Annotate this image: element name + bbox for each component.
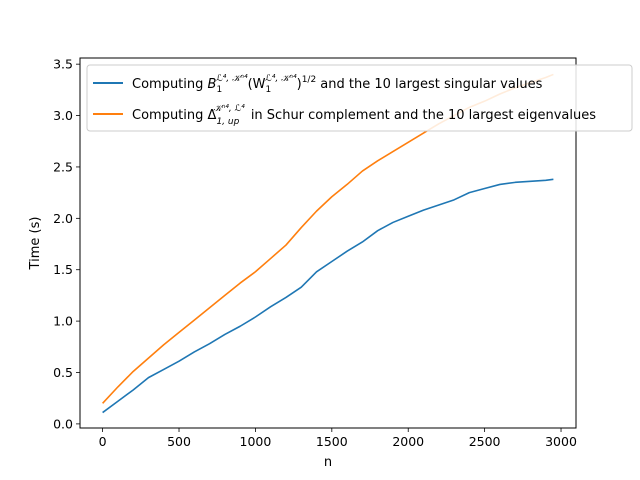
legend: Computing B1ℒ⁴, 𝒦ⁿ⁴(W1ℒ⁴, 𝒦ⁿ⁴)1/2 and th… bbox=[86, 64, 633, 132]
legend-box bbox=[86, 64, 633, 132]
x-tick-label: 2000 bbox=[392, 434, 424, 449]
y-tick-label: 0.5 bbox=[53, 365, 73, 380]
x-axis-ticks: 0 500 1000 1500 2000 2500 3000 bbox=[99, 428, 577, 449]
series-line-blue bbox=[102, 178, 554, 414]
y-tick-label: 1.5 bbox=[53, 262, 73, 277]
y-tick-label: 2.5 bbox=[53, 159, 73, 174]
x-tick-label: 3000 bbox=[545, 434, 577, 449]
x-tick-label: 1500 bbox=[316, 434, 348, 449]
y-tick-label: 0.0 bbox=[53, 416, 73, 431]
axes-frame bbox=[79, 57, 577, 429]
y-axis-ticks: 0.0 0.5 1.0 1.5 2.0 2.5 3.0 3.5 bbox=[53, 57, 80, 431]
y-tick-label: 3.0 bbox=[53, 108, 73, 123]
y-tick-label: 1.0 bbox=[53, 314, 73, 329]
x-tick-label: 500 bbox=[167, 434, 191, 449]
y-tick-label: 2.0 bbox=[53, 211, 73, 226]
y-axis-label: Time (s) bbox=[28, 217, 43, 271]
x-tick-label: 1000 bbox=[240, 434, 272, 449]
x-tick-label: 0 bbox=[99, 434, 107, 449]
x-axis-label: n bbox=[324, 455, 332, 470]
x-tick-label: 2500 bbox=[469, 434, 501, 449]
legend-label-blue: Computing B1ℒ⁴, 𝒦ⁿ⁴(W1ℒ⁴, 𝒦ⁿ⁴)1/2 and th… bbox=[132, 74, 543, 95]
legend-label-orange: Computing Δ1, up𝒦ⁿ⁴, ℒ⁴ in Schur complem… bbox=[132, 104, 596, 127]
y-tick-label: 3.5 bbox=[53, 57, 73, 72]
